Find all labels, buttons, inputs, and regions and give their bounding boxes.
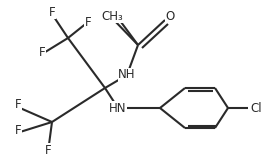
Text: F: F: [45, 143, 51, 157]
Text: NH: NH: [118, 69, 136, 82]
Text: Cl: Cl: [250, 101, 262, 115]
Text: F: F: [85, 15, 91, 29]
Text: F: F: [39, 45, 45, 58]
Text: F: F: [15, 124, 21, 136]
Text: F: F: [49, 5, 55, 18]
Text: O: O: [165, 9, 175, 23]
Text: CH₃: CH₃: [101, 9, 123, 23]
Text: HN: HN: [109, 101, 127, 115]
Text: F: F: [15, 98, 21, 112]
